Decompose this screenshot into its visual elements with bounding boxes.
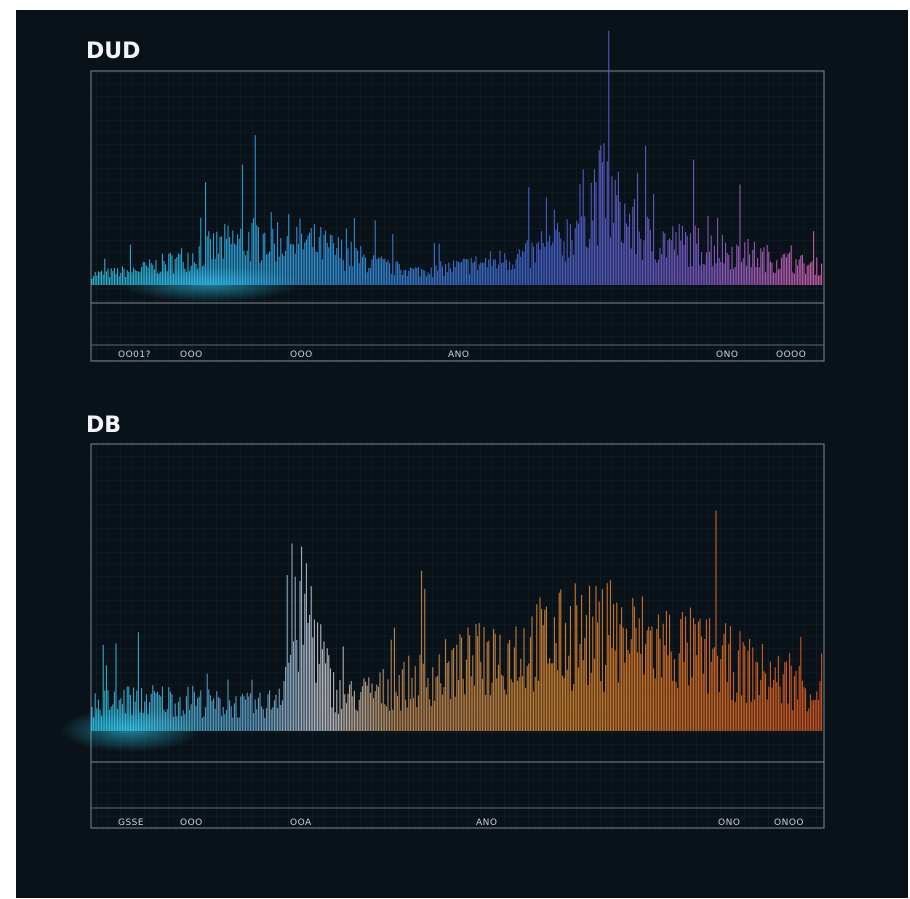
- screenshot: DUD DB OO01? OOO OOO ANO ONO OOOO GSSE OOO OOA AN…: [0, 0, 910, 899]
- tick-label: ONOO: [774, 818, 804, 828]
- tick-label: OOO: [180, 818, 203, 828]
- panel-frame: [91, 71, 824, 361]
- tick-label: ONO: [716, 350, 738, 360]
- tick-label: GSSE: [118, 818, 144, 828]
- page: { "panels": [ {"title": "DUD", "tick_lab…: [0, 0, 910, 899]
- tick-label: ANO: [448, 350, 469, 360]
- tick-label: OOO: [180, 350, 203, 360]
- tick-label: OOO: [290, 350, 313, 360]
- panel-title: DUD: [86, 39, 140, 64]
- panel-title: DB: [86, 413, 121, 438]
- panel-frame: [91, 444, 824, 828]
- tick-label: OOOO: [776, 350, 806, 360]
- tick-label: ONO: [718, 818, 740, 828]
- tick-label: OOA: [290, 818, 312, 828]
- tick-label: ANO: [476, 818, 497, 828]
- tick-label: OO01?: [118, 350, 151, 360]
